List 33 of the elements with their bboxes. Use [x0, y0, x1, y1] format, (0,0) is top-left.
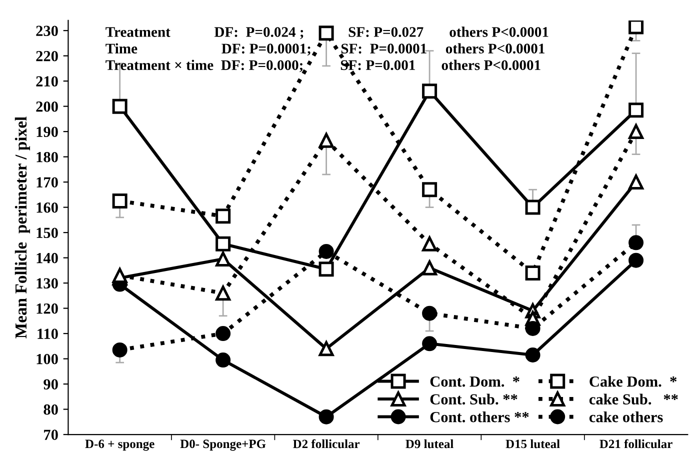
annotation: Time DF: P=0.0001; SF: P=0.0001 others P<0.0001: [106, 43, 544, 56]
legend-label: cake Sub. **: [589, 394, 678, 405]
y-tick-label: 140: [36, 252, 58, 264]
annotation: Treatment DF: P=0.024 ; SF: P=0.027 others P<0.0001: [106, 26, 548, 40]
y-tick-label: 190: [36, 126, 58, 138]
annotation: Treatment × time DF: P=0.000; SF: P=0.001 others P<0.0001: [106, 60, 540, 72]
y-tick-label: 90: [44, 379, 58, 390]
legend-label: cake others: [589, 412, 663, 422]
y-tick-label: 170: [36, 177, 58, 188]
y-tick-label: 160: [36, 202, 58, 213]
legend-label: Cont. Dom. *: [430, 376, 520, 387]
y-tick-label: 80: [44, 404, 58, 415]
x-tick-label: D-6 + sponge: [85, 440, 154, 451]
y-tick-label: 120: [36, 303, 58, 314]
x-tick-label: D9 luteal: [406, 439, 454, 448]
y-tick-label: 110: [38, 328, 58, 339]
y-tick-label: 180: [36, 152, 58, 162]
x-tick-label: D15 luteal: [506, 439, 560, 448]
y-tick-label: 70: [44, 430, 58, 440]
legend-label: Cont. others **: [430, 412, 529, 422]
x-tick-label: D0- Sponge+PG: [180, 440, 266, 451]
y-tick-label: 130: [36, 278, 58, 288]
legend-label: Cake Dom. *: [590, 376, 677, 387]
y-tick-label: 230: [36, 26, 58, 36]
y-tick-label: 100: [36, 354, 58, 364]
x-tick-label: D2 follicular: [293, 439, 360, 448]
y-tick-label: 150: [36, 228, 58, 238]
y-tick-label: 200: [36, 101, 58, 112]
legend-label: Cont. Sub. **: [430, 394, 518, 405]
y-tick-label: 220: [36, 50, 58, 62]
y-tick-label: 210: [36, 76, 58, 87]
y-axis-title: Mean Follicle perimeter / pixel: [14, 116, 30, 338]
x-tick-label: D21 follicular: [600, 439, 672, 448]
